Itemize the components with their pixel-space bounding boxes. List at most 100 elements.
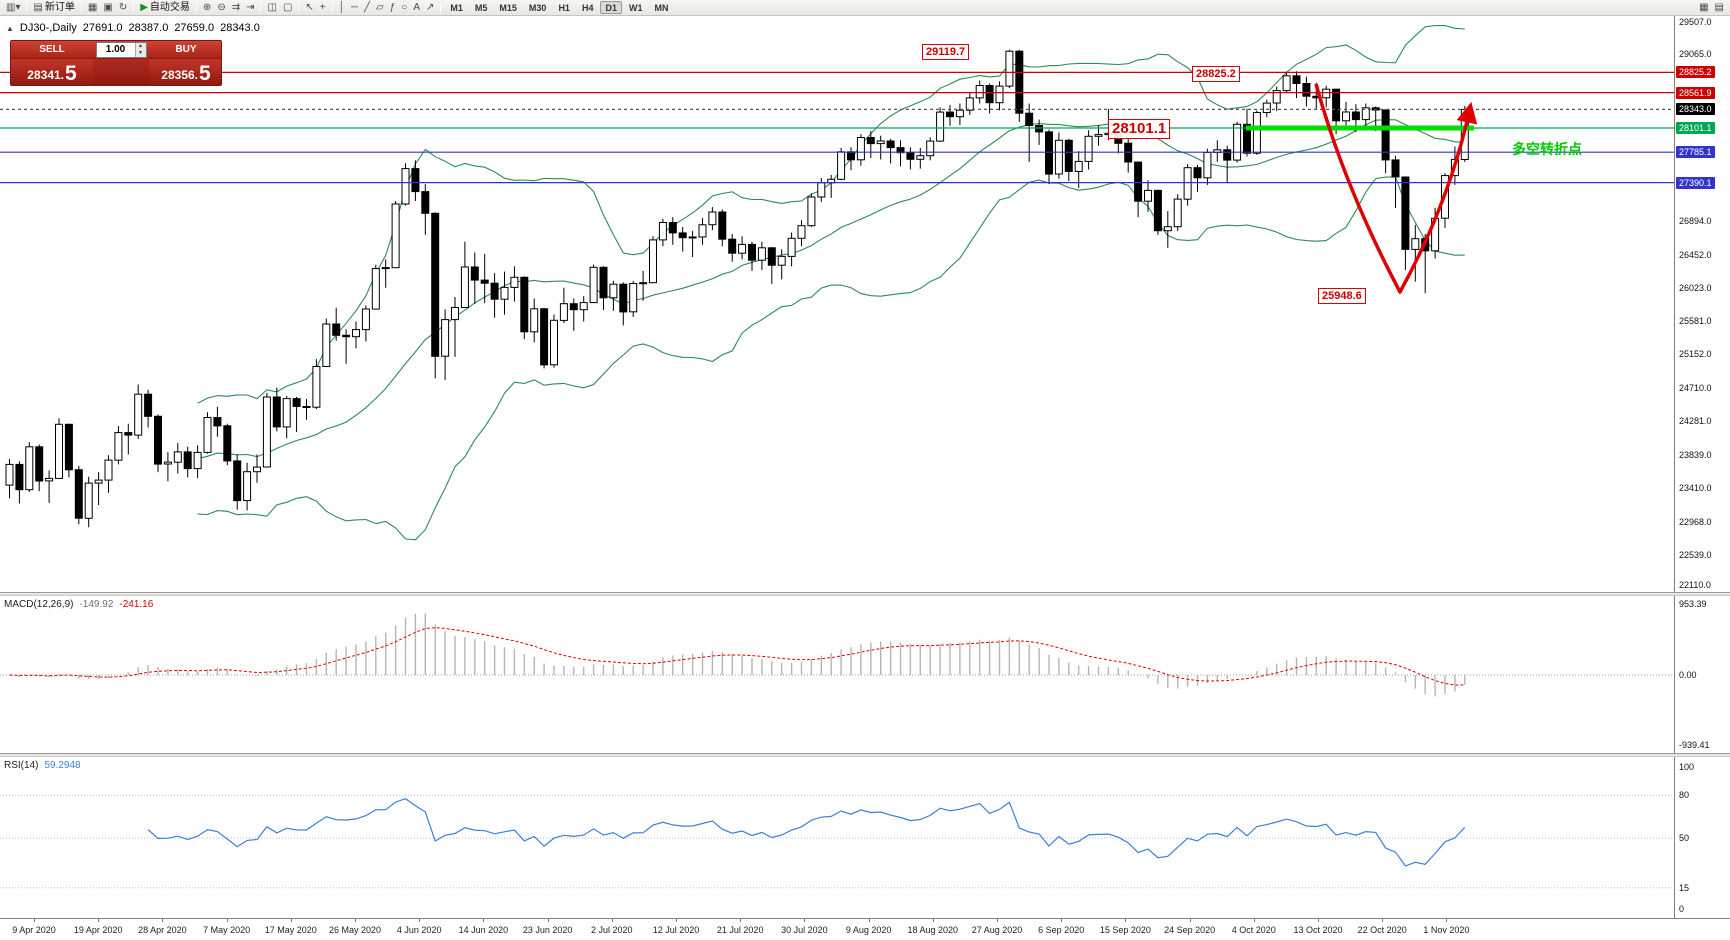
date-tick — [740, 919, 742, 922]
sell-button[interactable]: SELL — [11, 41, 93, 59]
date-axis-label: 9 Apr 2020 — [12, 925, 56, 935]
zoom-in-icon[interactable]: ⊕ — [200, 1, 214, 15]
new-order-button-label: 新订单 — [44, 1, 75, 13]
volume-input[interactable] — [96, 42, 135, 57]
macd-label: MACD(12,26,9) -149.92 -241.16 — [4, 599, 153, 610]
text-icon[interactable]: A — [410, 1, 423, 15]
candle — [114, 426, 123, 465]
crosshair-icon[interactable]: + — [317, 1, 329, 15]
candle — [906, 147, 915, 170]
buy-price[interactable]: 28356. 5 — [149, 59, 221, 85]
candle — [401, 163, 410, 206]
timeframe-h1-button[interactable]: H1 — [558, 3, 570, 13]
date-axis-label: 28 Apr 2020 — [138, 925, 187, 935]
charts-grid-icon[interactable]: ▦ — [85, 1, 100, 15]
date-axis-label: 21 Jul 2020 — [716, 925, 764, 935]
refresh-icon[interactable]: ↻ — [116, 1, 130, 15]
arrow-tool-icon[interactable]: ↗ — [423, 1, 437, 15]
candle — [213, 406, 222, 437]
candle — [530, 298, 539, 343]
date-axis-label: 1 Nov 2020 — [1423, 925, 1470, 935]
date-tick — [611, 919, 613, 922]
price-axis[interactable]: 29507.0 29065.0 28825.2 28561.9 28343.0 28101… — [1674, 16, 1730, 592]
candle — [569, 298, 578, 331]
volume-increase-button[interactable]: ▲ — [135, 42, 146, 50]
macd-axis[interactable]: 953.39 0.00 -939.41 — [1674, 596, 1730, 753]
candle — [688, 230, 697, 257]
candle — [668, 217, 677, 245]
timeframe-m30-button[interactable]: M30 — [528, 3, 547, 13]
zoom-out-icon[interactable]: ⊖ — [214, 1, 228, 15]
shapes-icon[interactable]: ○ — [398, 1, 410, 15]
trend-arrow[interactable] — [1314, 83, 1478, 294]
candle — [876, 135, 885, 160]
candle — [1173, 194, 1182, 231]
candle — [154, 414, 162, 473]
price-label-29119[interactable]: 29119.7 — [922, 44, 970, 60]
candle — [609, 280, 618, 311]
tile-windows-icon[interactable]: ◫ — [264, 1, 279, 15]
chart-window-icon: ▣ — [103, 1, 113, 13]
date-axis-label: 9 Aug 2020 — [845, 925, 892, 935]
new-window-icon[interactable]: ▢ — [280, 1, 295, 15]
panel-separator[interactable] — [0, 592, 1730, 596]
candle — [292, 396, 301, 433]
auto-scroll-icon[interactable]: ⇉ — [229, 1, 243, 15]
price-chart-plot[interactable] — [0, 16, 1674, 592]
candle — [1391, 155, 1400, 208]
candle — [332, 307, 341, 341]
timeframe-mn-button[interactable]: MN — [654, 3, 669, 13]
fibonacci-icon[interactable]: ƒ — [387, 1, 399, 15]
candle — [411, 160, 420, 201]
new-order-icon: ▤ — [33, 1, 43, 13]
timeframe-w1-button[interactable]: W1 — [628, 3, 643, 13]
timeframe-m5-button[interactable]: M5 — [474, 3, 488, 13]
cursor-icon[interactable]: ↖ — [302, 1, 316, 15]
candle — [64, 423, 73, 478]
rsi-plot[interactable] — [0, 757, 1674, 918]
data-window-icon[interactable]: ▤ — [1712, 1, 1727, 15]
date-tick — [1189, 919, 1191, 922]
new-order-button[interactable]: ▤ 新订单 — [30, 1, 77, 15]
date-tick — [804, 919, 806, 922]
volume-decrease-button[interactable]: ▼ — [135, 49, 146, 57]
toolbar-divider — [260, 2, 262, 13]
chart-window-icon[interactable]: ▣ — [100, 1, 115, 15]
candle — [955, 103, 964, 125]
date-tick — [1382, 919, 1384, 922]
pivot-note-text[interactable]: 多空转折点 — [1512, 141, 1582, 157]
vertical-line-icon[interactable]: │ — [336, 1, 348, 15]
text-icon: A — [413, 1, 420, 13]
channel-icon[interactable]: ▱ — [373, 1, 387, 15]
macd-plot[interactable] — [0, 596, 1674, 753]
price-label-28101[interactable]: 28101.1 — [1108, 119, 1171, 139]
one-click-toggle-icon[interactable]: ▲ — [6, 23, 14, 33]
candle — [84, 476, 93, 528]
candle — [767, 247, 776, 284]
date-axis-label: 2 Jul 2020 — [591, 925, 633, 935]
candle — [371, 264, 380, 310]
horizontal-line-icon[interactable]: ─ — [348, 1, 361, 15]
date-tick — [34, 919, 35, 922]
sell-price[interactable]: 28341. 5 — [11, 59, 93, 85]
chart-shift-icon[interactable]: ⇥ — [243, 1, 257, 15]
timeframe-h4-button[interactable]: H4 — [581, 3, 594, 13]
timeframe-d1-button[interactable]: D1 — [600, 1, 622, 14]
price-label-25948[interactable]: 25948.6 — [1318, 288, 1366, 304]
chart-type-icon[interactable]: ▥▾ — [3, 1, 23, 15]
autotrading-button[interactable]: ▶ 自动交易 — [137, 1, 193, 15]
candle — [183, 446, 192, 478]
panel-separator[interactable] — [0, 753, 1730, 757]
price-axis-label: 29507.0 — [1679, 17, 1712, 27]
market-watch-icon[interactable]: ▦ — [1696, 1, 1711, 15]
candle — [361, 305, 370, 342]
candle — [243, 462, 252, 511]
timeframe-m1-button[interactable]: M1 — [450, 3, 463, 13]
date-tick — [997, 919, 998, 922]
rsi-axis[interactable]: 100 80 50 15 0 — [1674, 757, 1730, 918]
timeframe-m15-button[interactable]: M15 — [499, 3, 517, 13]
buy-button[interactable]: BUY — [149, 41, 221, 59]
trendline-icon[interactable]: ╱ — [361, 1, 373, 15]
price-label-28825[interactable]: 28825.2 — [1192, 66, 1240, 82]
date-axis[interactable]: 9 Apr 2020 19 Apr 2020 28 Apr 2020 7 May 20… — [0, 918, 1730, 940]
